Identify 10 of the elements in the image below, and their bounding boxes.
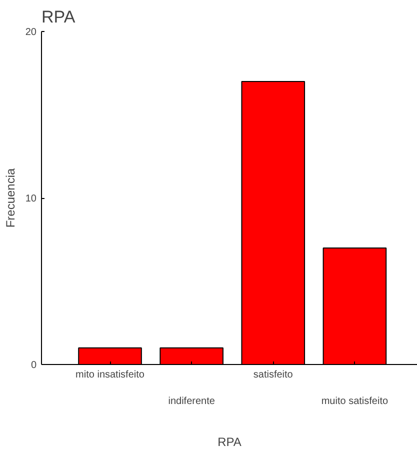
y-tick-label: 0 (30, 360, 37, 371)
chart-title: RPA (42, 8, 76, 26)
x-tick-label: indiferente (168, 396, 216, 407)
x-axis-title: RPA (218, 434, 242, 449)
y-tick-label: 20 (25, 27, 37, 38)
y-tick-label: 10 (25, 194, 37, 204)
x-tick-label: satisfeito (253, 370, 294, 380)
x-tick-label: mito insatisfeito (76, 370, 145, 380)
y-axis-title: Frecuencia (3, 168, 18, 228)
x-tick-label: muito satisfeito (321, 396, 388, 407)
